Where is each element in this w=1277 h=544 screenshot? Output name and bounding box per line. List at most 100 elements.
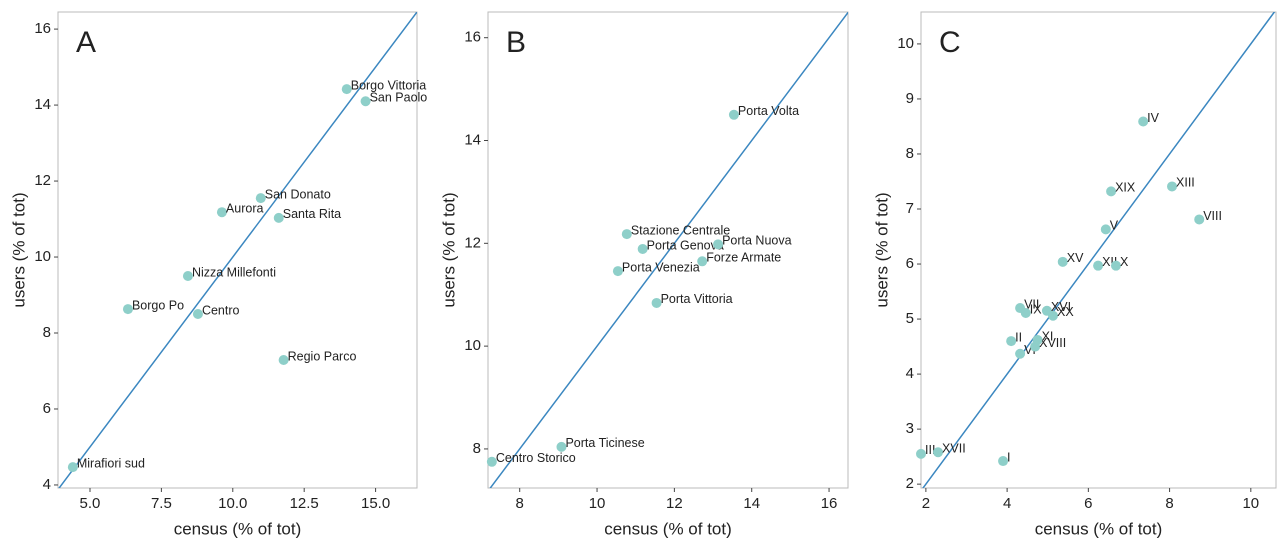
point-label: Forze Armate [706, 251, 781, 265]
point [182, 271, 193, 282]
x-tick-label: 2 [922, 495, 930, 512]
point-label: Borgo Po [132, 298, 184, 312]
y-tick-label: 8 [473, 440, 481, 457]
point-label: Centro Storico [496, 451, 576, 465]
point [1015, 348, 1026, 359]
point [1100, 224, 1111, 235]
point [933, 447, 944, 458]
point [1048, 310, 1059, 321]
point-label: IV [1147, 111, 1159, 125]
x-tick-label: 10.0 [218, 495, 247, 512]
point-label: San Donato [265, 187, 331, 201]
point [998, 456, 1009, 467]
point-label: Regio Parco [288, 349, 357, 363]
x-axis-label: census (% of tot) [174, 519, 302, 538]
y-tick-label: 12 [464, 234, 481, 251]
point-label: XI [1042, 329, 1054, 343]
point-label: VI [1024, 343, 1036, 357]
point [1167, 181, 1178, 192]
point-label: Porta Vittoria [661, 292, 733, 306]
point-label: Porta Genova [647, 238, 724, 252]
point-label: San Paolo [370, 91, 428, 105]
x-tick-label: 4 [1003, 495, 1011, 512]
point-label: XIX [1115, 181, 1136, 195]
point-label: XX [1057, 305, 1074, 319]
y-tick-label: 8 [43, 324, 51, 341]
point [486, 456, 497, 467]
plot-frame [487, 11, 849, 489]
x-tick-label: 8 [516, 495, 524, 512]
panel-letter: C [939, 26, 961, 59]
identity-line [922, 12, 1276, 488]
y-tick-label: 6 [43, 400, 51, 417]
point [360, 96, 371, 107]
x-axis-label: census (% of tot) [604, 519, 732, 538]
y-tick-label: 10 [897, 35, 914, 52]
panel: 5.0 7.5 10.0 12.5 15.0 4 6 8 10 12 14 16 Mirafiori s… [9, 11, 428, 538]
point [1020, 308, 1031, 319]
y-tick-label: 5 [906, 310, 914, 327]
point [697, 256, 708, 267]
x-tick-label: 14 [743, 495, 760, 512]
point-label: Santa Rita [283, 207, 341, 221]
point [916, 448, 926, 459]
point-label: II [1015, 330, 1022, 344]
y-axis-label: users (% of tot) [872, 192, 891, 307]
point [1138, 116, 1149, 127]
y-tick-label: 10 [34, 248, 51, 265]
plot-frame [920, 11, 1277, 489]
point-label: XVII [942, 442, 966, 456]
point-label: Stazione Centrale [631, 223, 730, 237]
point [192, 309, 203, 320]
point-label: Porta Volta [738, 104, 799, 118]
point [216, 207, 227, 218]
point [651, 297, 662, 308]
point-label: Aurora [226, 201, 264, 215]
point-label: XVI [1051, 300, 1071, 314]
y-tick-label: 4 [43, 476, 51, 493]
y-tick-label: 9 [906, 90, 914, 107]
x-axis-label: census (% of tot) [1035, 519, 1163, 538]
y-tick-label: 2 [906, 475, 914, 492]
point [122, 304, 133, 315]
x-tick-label: 5.0 [80, 495, 101, 512]
point-label: XVIII [1039, 336, 1066, 350]
point-label: VIII [1203, 209, 1222, 223]
y-axis-label: users (% of tot) [439, 192, 458, 307]
y-tick-label: 14 [464, 131, 481, 148]
plot-frame [57, 11, 418, 489]
point-label: XV [1067, 251, 1084, 265]
point-label: Mirafiori sud [77, 456, 145, 470]
point-label: Porta Ticinese [565, 436, 644, 450]
point [1110, 260, 1121, 271]
x-tick-label: 10 [589, 495, 606, 512]
y-tick-label: 10 [464, 337, 481, 354]
x-tick-label: 12 [666, 495, 683, 512]
point-label: V [1110, 219, 1119, 233]
point-label: I [1007, 450, 1010, 464]
point-label: X [1120, 255, 1129, 269]
y-tick-label: 7 [906, 200, 914, 217]
y-tick-label: 16 [464, 29, 481, 46]
y-tick-label: 6 [906, 255, 914, 272]
y-tick-label: 3 [906, 420, 914, 437]
y-tick-label: 8 [906, 145, 914, 162]
y-tick-label: 16 [34, 20, 51, 37]
point-label: IX [1030, 302, 1042, 316]
y-tick-label: 12 [34, 172, 51, 189]
point-label: III [925, 443, 935, 457]
point [612, 266, 623, 277]
identity-line [58, 12, 417, 488]
point [341, 84, 352, 95]
point-label: Nizza Millefonti [192, 265, 276, 279]
point [255, 193, 266, 204]
point [1194, 214, 1205, 225]
panel-letter: B [506, 26, 526, 59]
y-tick-label: 14 [34, 96, 51, 113]
point [273, 212, 284, 223]
point [637, 243, 648, 254]
point-label: Porta Venezia [622, 260, 700, 274]
identity-line [489, 12, 848, 488]
